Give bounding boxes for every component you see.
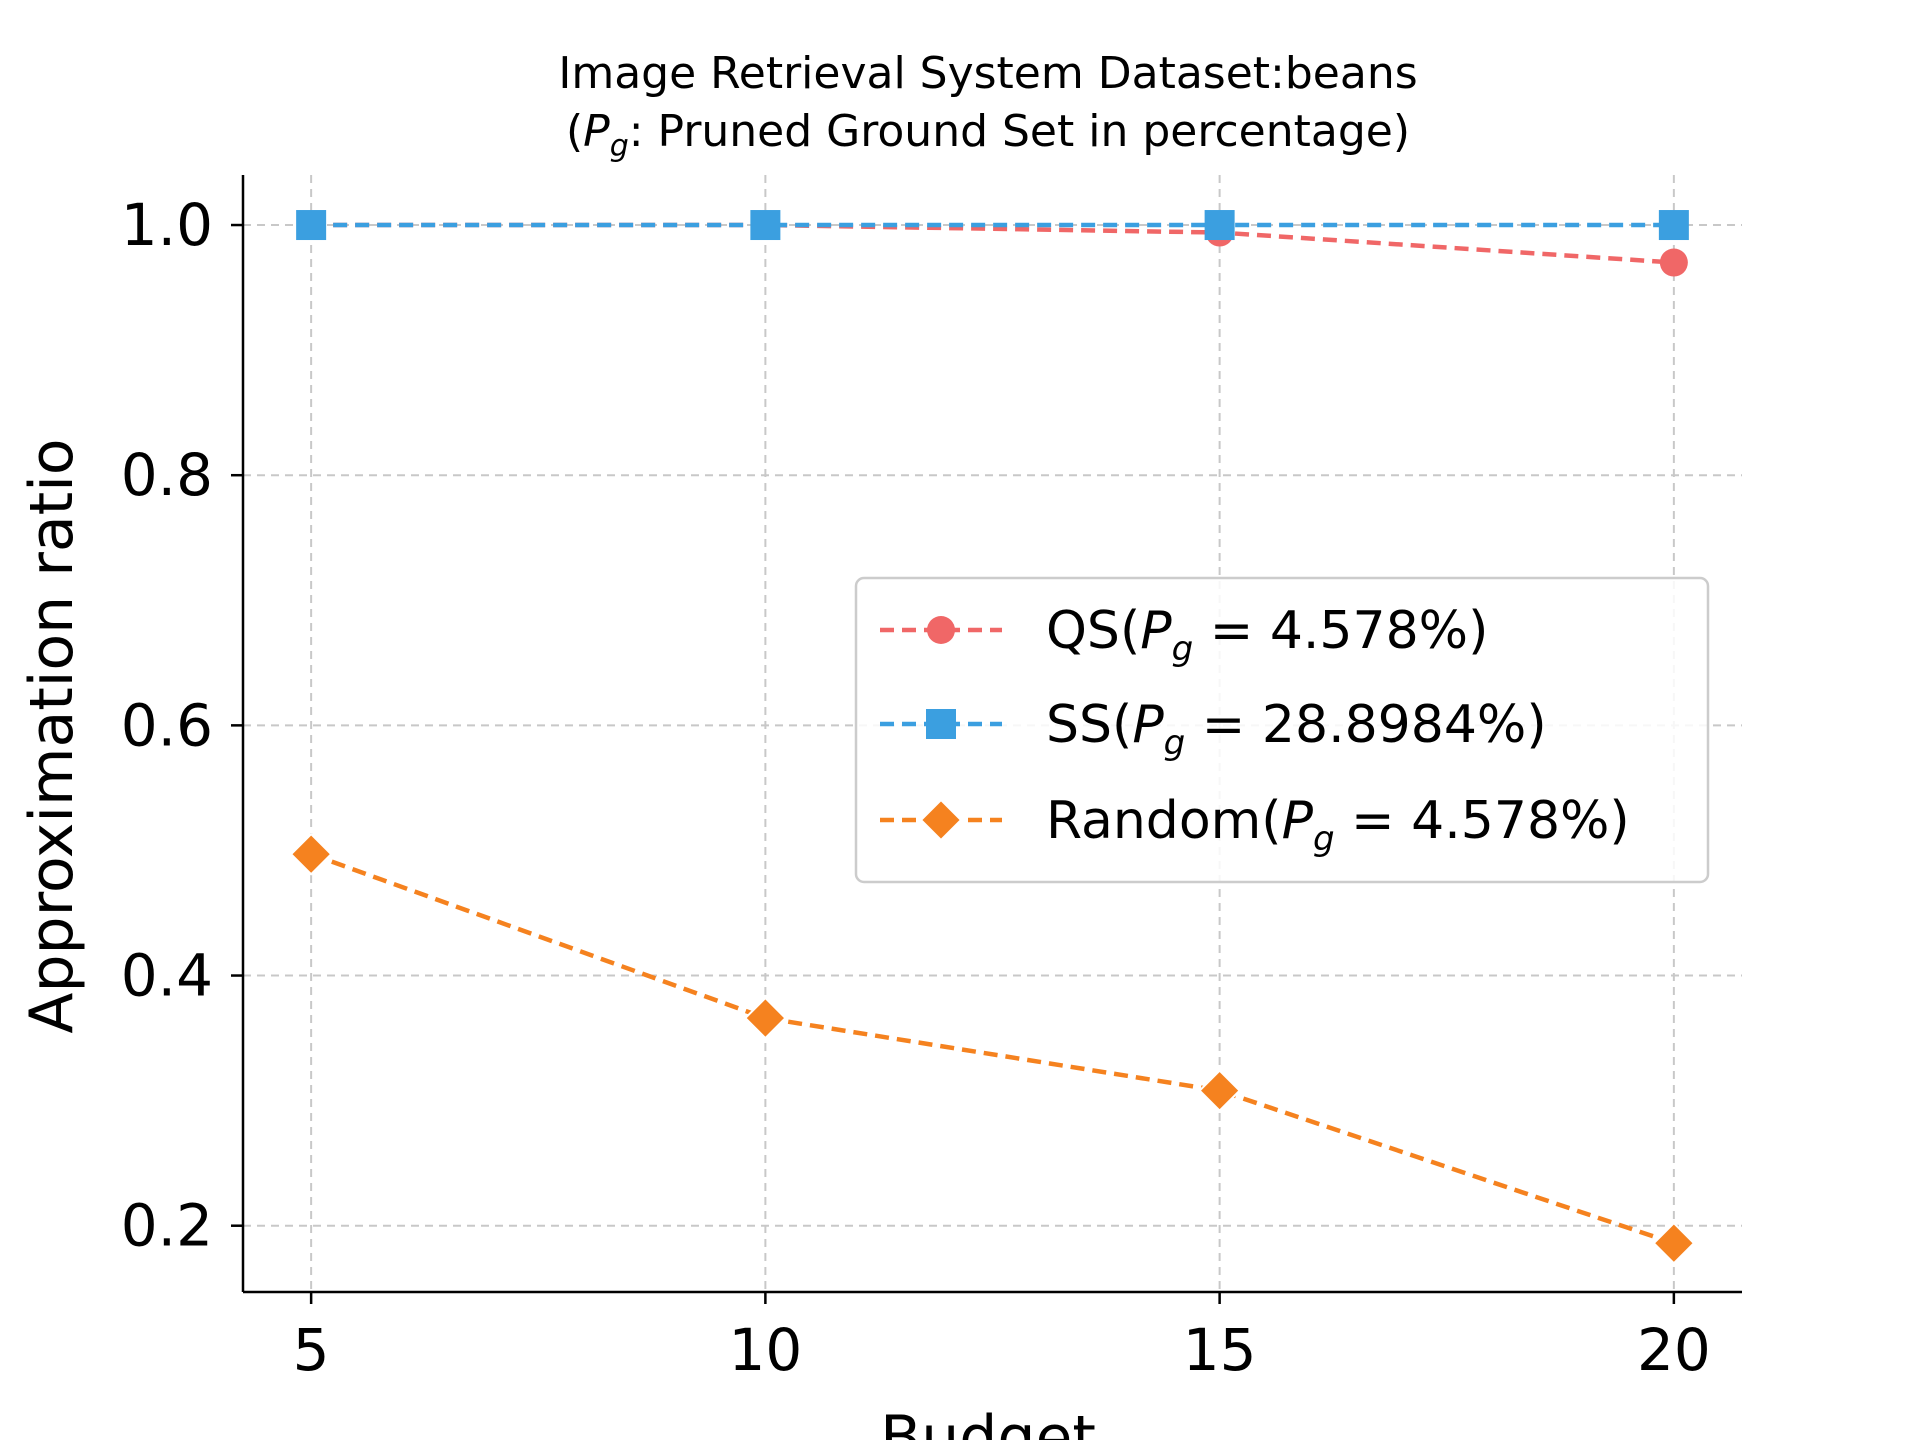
series-line [310,852,1675,1246]
data-series [289,210,1696,1265]
data-point-square [1658,210,1689,241]
x-tick-label: 20 [1637,1316,1711,1384]
legend-marker-diamond [919,798,963,842]
legend-entry: QS(Pg = 4.578%) [880,601,1488,669]
series-circle [297,211,1688,277]
data-point-circle [1659,248,1688,277]
x-tick-label: 15 [1183,1316,1257,1384]
series-square [296,210,1689,241]
y-tick-label: 0.8 [121,441,213,509]
y-tick-label: 1.0 [121,191,213,259]
legend-marker-circle [927,616,955,644]
axes [231,175,1742,1304]
data-point-square [1204,210,1235,241]
y-tick-label: 0.6 [121,691,213,759]
data-point-diamond [289,832,333,876]
data-point-diamond [1198,1069,1242,1113]
x-tick-label: 5 [293,1316,330,1384]
legend-entry: Random(Pg = 4.578%) [880,791,1630,859]
x-axis-label: Budget [880,1403,1096,1440]
legend-marker-square [926,709,956,739]
data-point-square [296,210,327,241]
chart-title-line-2: (Pg: Pruned Ground Set in percentage) [566,106,1410,164]
data-point-diamond [1652,1221,1696,1265]
data-point-square [750,210,781,241]
data-point-diamond [743,996,787,1040]
chart-title-line-1: Image Retrieval System Dataset:beans [558,48,1417,99]
tick-labels: 5 10 15 20 0.2 0.4 0.6 0.8 1.0 [121,191,1711,1384]
series-line [311,222,1675,265]
legend-label: SS(Pg = 28.8984%) [1046,695,1547,763]
y-tick-label: 0.2 [121,1192,213,1260]
series-diamond [289,832,1696,1265]
y-axis-label: Approximation ratio [17,438,87,1033]
legend: QS(Pg = 4.578%) SS(Pg = 28.8984%) Random(P… [854,576,1710,884]
legend-entry: SS(Pg = 28.8984%) [880,695,1547,763]
legend-label: QS(Pg = 4.578%) [1046,601,1488,669]
legend-label: Random(Pg = 4.578%) [1046,791,1630,859]
y-tick-label: 0.4 [121,942,213,1010]
legend-frame [854,576,1710,884]
x-tick-label: 10 [728,1316,802,1384]
